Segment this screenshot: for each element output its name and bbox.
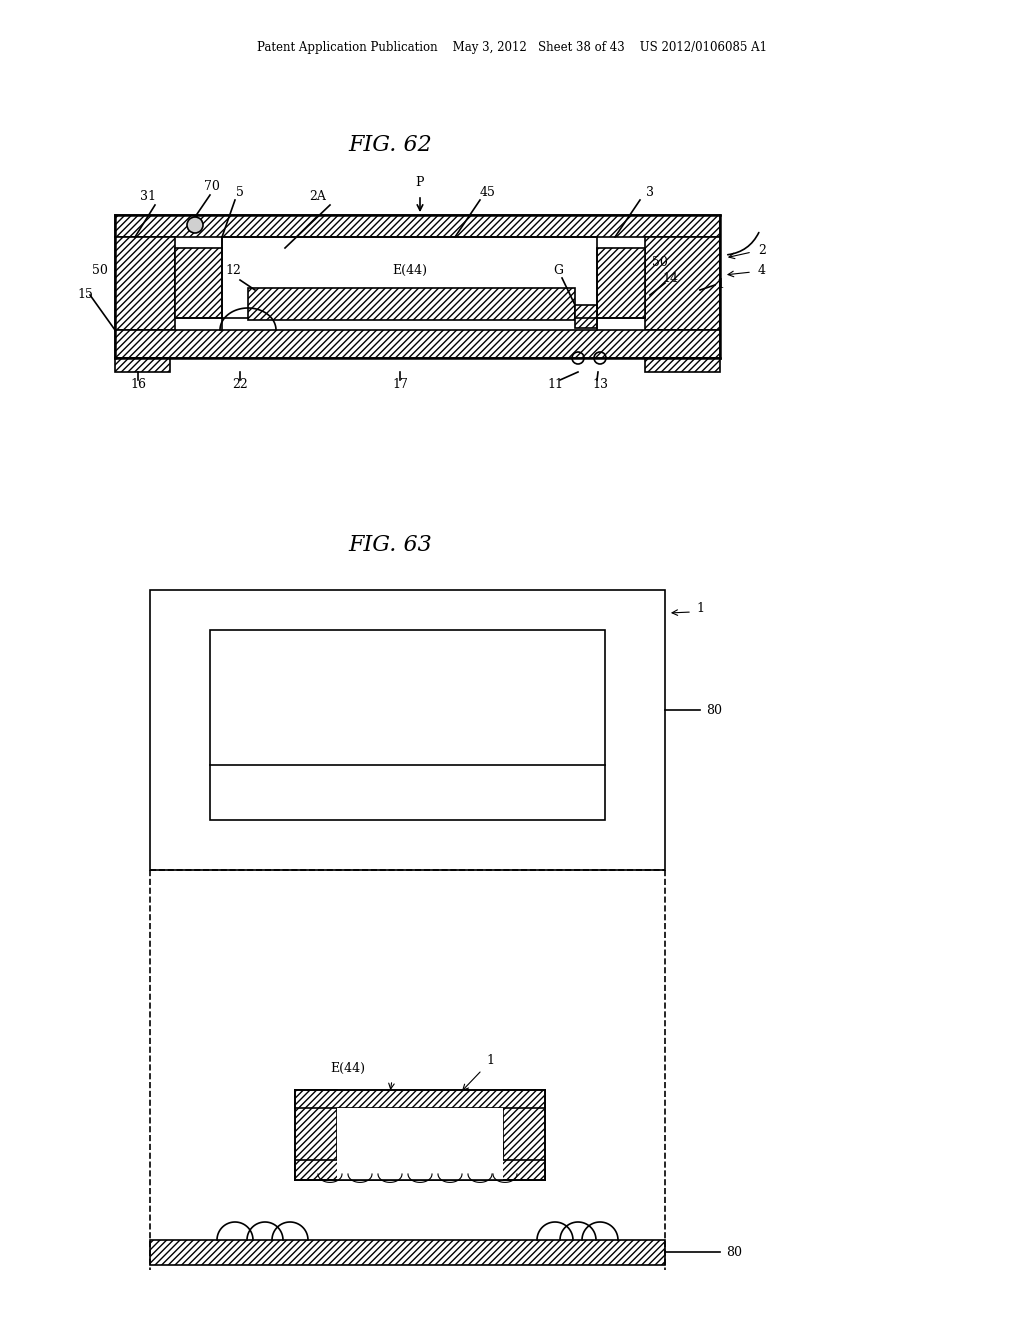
Text: 1: 1 <box>696 602 705 615</box>
Text: 2: 2 <box>758 243 766 256</box>
Bar <box>295 1090 337 1180</box>
Bar <box>645 238 720 330</box>
Text: 70: 70 <box>204 181 220 194</box>
Bar <box>337 1142 349 1154</box>
Bar <box>295 1090 545 1107</box>
Text: 45: 45 <box>480 186 496 198</box>
Bar <box>490 1142 503 1154</box>
Text: 15: 15 <box>77 289 93 301</box>
Text: 14: 14 <box>662 272 678 285</box>
Bar <box>337 1107 503 1180</box>
Bar <box>150 590 665 870</box>
Text: 12: 12 <box>225 264 241 276</box>
Text: 2A: 2A <box>309 190 327 202</box>
Text: P: P <box>416 176 424 189</box>
Bar <box>503 1090 545 1180</box>
Bar <box>115 358 170 372</box>
Bar <box>248 288 575 319</box>
Text: 17: 17 <box>392 379 408 392</box>
Text: 1: 1 <box>716 279 724 292</box>
Bar <box>175 238 597 330</box>
Text: 4: 4 <box>758 264 766 276</box>
Bar <box>150 1239 665 1265</box>
Text: G: G <box>553 264 563 276</box>
Bar <box>222 238 597 288</box>
Bar <box>575 248 597 330</box>
Bar <box>575 305 597 327</box>
Text: 80: 80 <box>726 1246 742 1258</box>
Bar <box>115 215 720 238</box>
Text: Patent Application Publication    May 3, 2012   Sheet 38 of 43    US 2012/010608: Patent Application Publication May 3, 20… <box>257 41 767 54</box>
Text: 13: 13 <box>592 379 608 392</box>
Bar <box>295 1160 545 1180</box>
Text: 22: 22 <box>232 379 248 392</box>
Text: 31: 31 <box>140 190 156 202</box>
Text: 11: 11 <box>547 379 563 392</box>
Text: E(44): E(44) <box>392 264 427 276</box>
Text: 50: 50 <box>652 256 668 268</box>
Text: 80: 80 <box>706 704 722 717</box>
Text: 16: 16 <box>130 379 146 392</box>
Text: FIG. 62: FIG. 62 <box>348 135 432 156</box>
Bar <box>115 330 720 358</box>
Text: E(44): E(44) <box>331 1061 366 1074</box>
Text: 50: 50 <box>92 264 108 276</box>
Text: 5: 5 <box>237 186 244 198</box>
Circle shape <box>187 216 203 234</box>
Bar <box>597 248 645 318</box>
Bar <box>175 248 222 318</box>
Bar <box>115 238 175 330</box>
Bar <box>210 630 605 820</box>
Text: 3: 3 <box>646 186 654 198</box>
Text: FIG. 63: FIG. 63 <box>348 535 432 556</box>
Bar <box>350 1142 490 1173</box>
Text: 1: 1 <box>486 1053 494 1067</box>
Bar <box>645 358 720 372</box>
Bar <box>222 248 248 330</box>
